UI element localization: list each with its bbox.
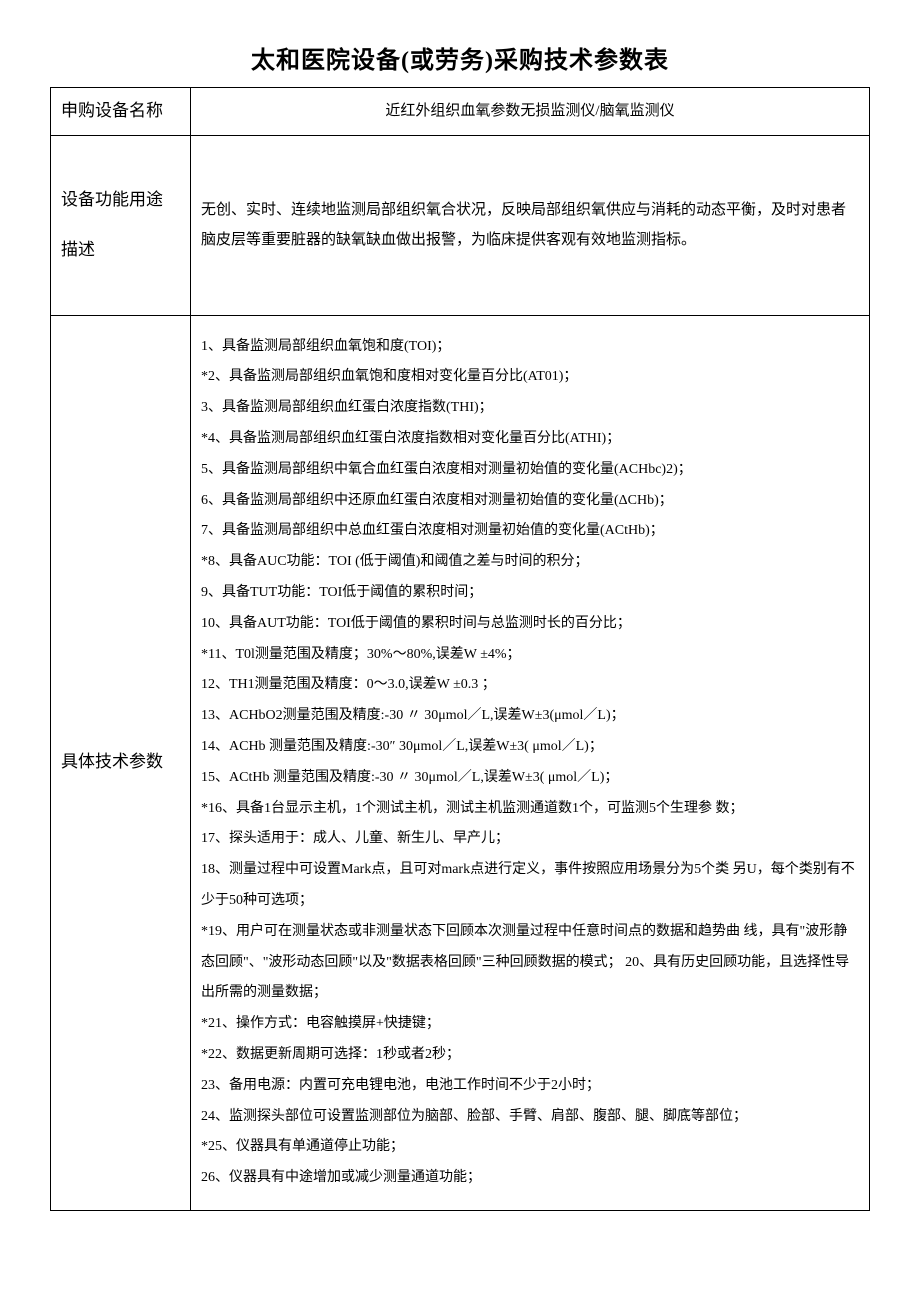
param-item: 18、测量过程中可设置Mark点，且可对mark点进行定义，事件按照应用场景分为… <box>201 855 859 917</box>
equipment-name-label: 申购设备名称 <box>51 88 191 136</box>
param-item: *4、具备监测局部组织血红蛋白浓度指数相对变化量百分比(ATHI)； <box>201 424 859 455</box>
table-row: 设备功能用途 描述 无创、实时、连续地监测局部组织氧合状况，反映局部组织氧供应与… <box>51 135 870 315</box>
param-item: 17、探头适用于：成人、儿童、新生儿、早产儿； <box>201 824 859 855</box>
param-item: 23、备用电源：内置可充电锂电池，电池工作时间不少于2小时； <box>201 1071 859 1102</box>
param-item: *8、具备AUC功能：TOI (低于阈值)和阈值之差与时间的积分； <box>201 547 859 578</box>
param-item: 1、具备监测局部组织血氧饱和度(TOI)； <box>201 332 859 363</box>
function-desc-value: 无创、实时、连续地监测局部组织氧合状况，反映局部组织氧供应与消耗的动态平衡，及时… <box>191 135 870 315</box>
param-item: 7、具备监测局部组织中总血红蛋白浓度相对测量初始值的变化量(ACtHb)； <box>201 516 859 547</box>
param-item: 14、ACHb 测量范围及精度:-30″ 30μmol／L,误差W±3( μmo… <box>201 732 859 763</box>
table-row: 申购设备名称 近红外组织血氧参数无损监测仪/脑氧监测仪 <box>51 88 870 136</box>
param-item: 24、监测探头部位可设置监测部位为脑部、脸部、手臂、肩部、腹部、腿、脚底等部位； <box>201 1102 859 1133</box>
equipment-name-value: 近红外组织血氧参数无损监测仪/脑氧监测仪 <box>191 88 870 136</box>
param-item: *22、数据更新周期可选择：1秒或者2秒； <box>201 1040 859 1071</box>
function-desc-label: 设备功能用途 描述 <box>51 135 191 315</box>
tech-params-value: 1、具备监测局部组织血氧饱和度(TOI)；*2、具备监测局部组织血氧饱和度相对变… <box>191 315 870 1210</box>
param-item: 10、具备AUT功能：TOI低于阈值的累积时间与总监测时长的百分比； <box>201 609 859 640</box>
table-row: 具体技术参数 1、具备监测局部组织血氧饱和度(TOI)；*2、具备监测局部组织血… <box>51 315 870 1210</box>
param-item: *11、T0l测量范围及精度；30%～80%,误差W ±4%； <box>201 640 859 671</box>
param-item: *21、操作方式：电容触摸屏+快捷键； <box>201 1009 859 1040</box>
param-item: *16、具备1台显示主机，1个测试主机，测试主机监测通道数1个，可监测5个生理参… <box>201 794 859 825</box>
function-desc-label-line1: 设备功能用途 <box>61 185 180 216</box>
param-item: 5、具备监测局部组织中氧合血红蛋白浓度相对测量初始值的变化量(ACHbc)2)； <box>201 455 859 486</box>
function-desc-label-line2: 描述 <box>61 235 180 266</box>
tech-params-label: 具体技术参数 <box>51 315 191 1210</box>
param-item: *25、仪器具有单通道停止功能； <box>201 1132 859 1163</box>
param-item: 12、TH1测量范围及精度：0～3.0,误差W ±0.3 ； <box>201 670 859 701</box>
param-item: 13、ACHbO2测量范围及精度:-30 〃 30μmol／L,误差W±3(μm… <box>201 701 859 732</box>
page-title: 太和医院设备(或劳务)采购技术参数表 <box>50 40 870 75</box>
param-item: 6、具备监测局部组织中还原血红蛋白浓度相对测量初始值的变化量(ΔCHb)； <box>201 486 859 517</box>
spec-table: 申购设备名称 近红外组织血氧参数无损监测仪/脑氧监测仪 设备功能用途 描述 无创… <box>50 87 870 1211</box>
param-item: 15、ACtHb 测量范围及精度:-30 〃 30μmol／L,误差W±3( μ… <box>201 763 859 794</box>
param-item: *19、用户可在测量状态或非测量状态下回顾本次测量过程中任意时间点的数据和趋势曲… <box>201 917 859 1009</box>
param-item: 26、仪器具有中途增加或减少测量通道功能； <box>201 1163 859 1194</box>
param-item: *2、具备监测局部组织血氧饱和度相对变化量百分比(AT01)； <box>201 362 859 393</box>
param-item: 9、具备TUT功能：TOI低于阈值的累积时间； <box>201 578 859 609</box>
param-item: 3、具备监测局部组织血红蛋白浓度指数(THI)； <box>201 393 859 424</box>
